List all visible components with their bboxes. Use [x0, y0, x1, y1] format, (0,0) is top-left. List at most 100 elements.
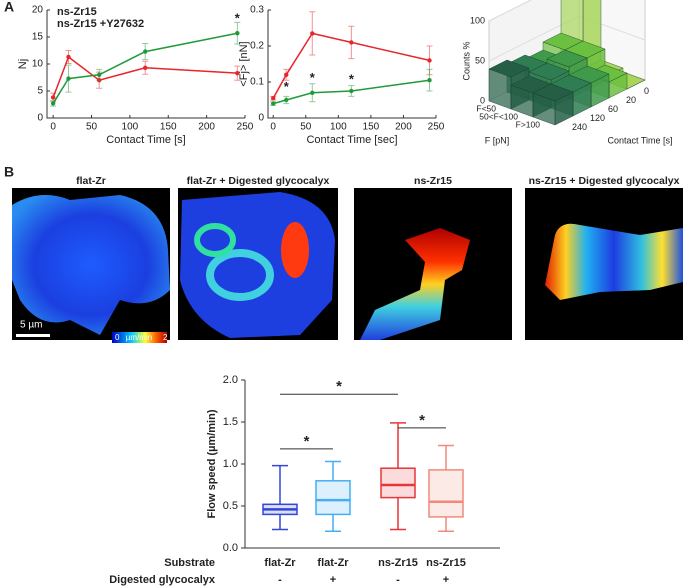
time-tick-label: 0 — [644, 86, 649, 96]
annotation: * — [349, 72, 355, 87]
point — [349, 40, 354, 45]
digested-label: + — [330, 574, 336, 586]
category-label: flat-Zr — [317, 557, 349, 569]
colorbar-label: 0 — [115, 333, 120, 342]
whisker — [325, 460, 341, 481]
x-tick-label: 50 — [86, 122, 98, 133]
scale-bar — [16, 334, 50, 337]
y-tick-label: 2.0 — [223, 374, 238, 386]
axis — [244, 380, 500, 549]
z-tick-label: 0 — [480, 95, 485, 105]
image-title: ns-Zr15 + Digested glycocalyx — [529, 175, 680, 187]
force-tick-label: F<50 — [476, 103, 496, 113]
digested-label: - — [396, 574, 400, 586]
y-axis-label: <Fj> [nN] — [238, 41, 250, 86]
category-label: ns-Zr15 — [426, 557, 466, 569]
y-tick-label: 5 — [37, 86, 43, 97]
x-tick-label: 0 — [270, 122, 276, 133]
point — [50, 101, 56, 106]
legend-entry: ns-Zr15 — [57, 6, 97, 18]
y-tick-label: 10 — [32, 59, 44, 70]
whisker — [325, 514, 341, 532]
row-label: Substrate — [164, 557, 215, 569]
x-axis-label: F [pN] — [485, 135, 510, 145]
whisker — [390, 422, 406, 469]
row-label: Digested glycocalyx — [109, 574, 216, 586]
category-label: ns-Zr15 — [378, 557, 418, 569]
image-ring — [206, 249, 274, 301]
force-tick-label: 50<F<100 — [479, 111, 518, 121]
force-tick-label: F>100 — [516, 119, 541, 129]
whisker — [272, 514, 288, 531]
whisker — [272, 464, 288, 505]
x-tick-label: 100 — [330, 122, 347, 133]
time-tick-label: 20 — [626, 95, 636, 105]
image-title: ns-Zr15 — [414, 175, 452, 187]
whisker — [438, 444, 454, 470]
point — [310, 90, 315, 96]
y-tick-label: 0.1 — [250, 77, 264, 88]
x-tick-label: 200 — [198, 122, 215, 133]
x-axis-label: Contact Time [sec] — [306, 134, 397, 146]
annotation: * — [235, 11, 241, 26]
y-axis-label: Contact Time [s] — [607, 135, 672, 145]
point — [271, 101, 276, 106]
image-cell — [360, 228, 470, 340]
colorbar-label: µm/min — [126, 333, 152, 342]
bar-face — [488, 59, 530, 78]
time-tick-label: 120 — [590, 113, 605, 123]
point — [235, 31, 240, 36]
time-tick-label: 60 — [608, 104, 618, 114]
y-tick-label: 0.3 — [250, 5, 264, 16]
image-title: flat-Zr — [76, 175, 106, 187]
whisker — [390, 497, 406, 531]
annotation: * — [310, 70, 316, 85]
image-cell — [545, 223, 683, 300]
y-tick-label: 0 — [37, 113, 43, 124]
colorbar — [112, 332, 167, 343]
image-hotspot — [281, 222, 309, 278]
digested-label: + — [443, 574, 449, 586]
z-tick-label: 100 — [470, 15, 485, 25]
x-axis-label: Contact Time [s] — [106, 134, 185, 146]
box — [428, 469, 464, 518]
panel-label: A — [4, 0, 14, 15]
x-tick-label: 0 — [50, 122, 56, 133]
point — [271, 96, 276, 101]
y-tick-label: 0 — [258, 113, 264, 124]
z-axis-label: Counts % — [461, 41, 471, 80]
point — [96, 72, 102, 78]
heatmap-images — [12, 188, 683, 343]
y-tick-label: 15 — [32, 32, 44, 43]
point — [349, 88, 354, 94]
colorbar-label: 2 — [163, 333, 168, 342]
box — [380, 467, 416, 499]
annotation: * — [284, 79, 290, 94]
x-tick-label: 150 — [160, 122, 177, 133]
image-cell — [12, 195, 170, 335]
significance-mark: * — [336, 378, 342, 395]
digested-label: - — [278, 574, 282, 586]
x-tick-label: 250 — [428, 122, 445, 133]
point — [427, 78, 432, 83]
panel-label: B — [4, 164, 14, 180]
whisker — [438, 516, 454, 532]
point — [50, 95, 56, 100]
point — [284, 97, 289, 103]
point — [310, 31, 315, 36]
bar-face — [546, 49, 588, 68]
x-tick-label: 100 — [122, 122, 139, 133]
significance-mark: * — [419, 412, 425, 429]
point — [66, 76, 71, 81]
category-label: flat-Zr — [264, 557, 296, 569]
y-tick-label: 0.0 — [223, 542, 238, 554]
bar3d — [532, 83, 574, 126]
x-tick-label: 150 — [363, 122, 380, 133]
point — [427, 58, 432, 63]
point — [143, 65, 148, 70]
point — [66, 54, 71, 60]
z-tick-label: 50 — [475, 55, 485, 65]
image-title: flat-Zr + Digested glycocalyx — [187, 175, 330, 187]
box — [315, 480, 351, 516]
bar-face — [532, 83, 574, 102]
